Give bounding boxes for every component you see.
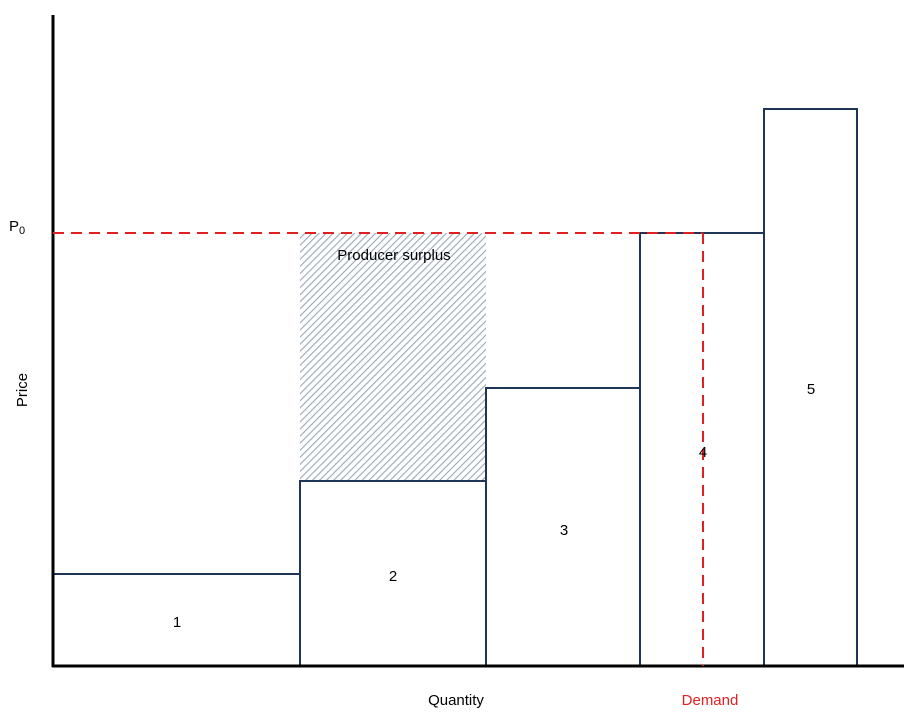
block-2-label: 2	[389, 568, 397, 585]
y-axis-label: Price	[14, 373, 31, 407]
x-axis-label: Quantity	[428, 692, 484, 708]
producer-surplus-area	[300, 233, 486, 481]
block-4-label: 4	[699, 444, 707, 461]
block-3-label: 3	[560, 522, 568, 539]
demand-label: Demand	[682, 692, 739, 708]
block-1-label: 1	[173, 614, 181, 631]
price-p0-letter: P	[9, 218, 19, 235]
block-5-label: 5	[807, 381, 815, 398]
price-p0-label: P0	[9, 218, 25, 237]
price-p0-subscript: 0	[19, 225, 25, 237]
producer-surplus-label: Producer surplus	[337, 247, 450, 264]
